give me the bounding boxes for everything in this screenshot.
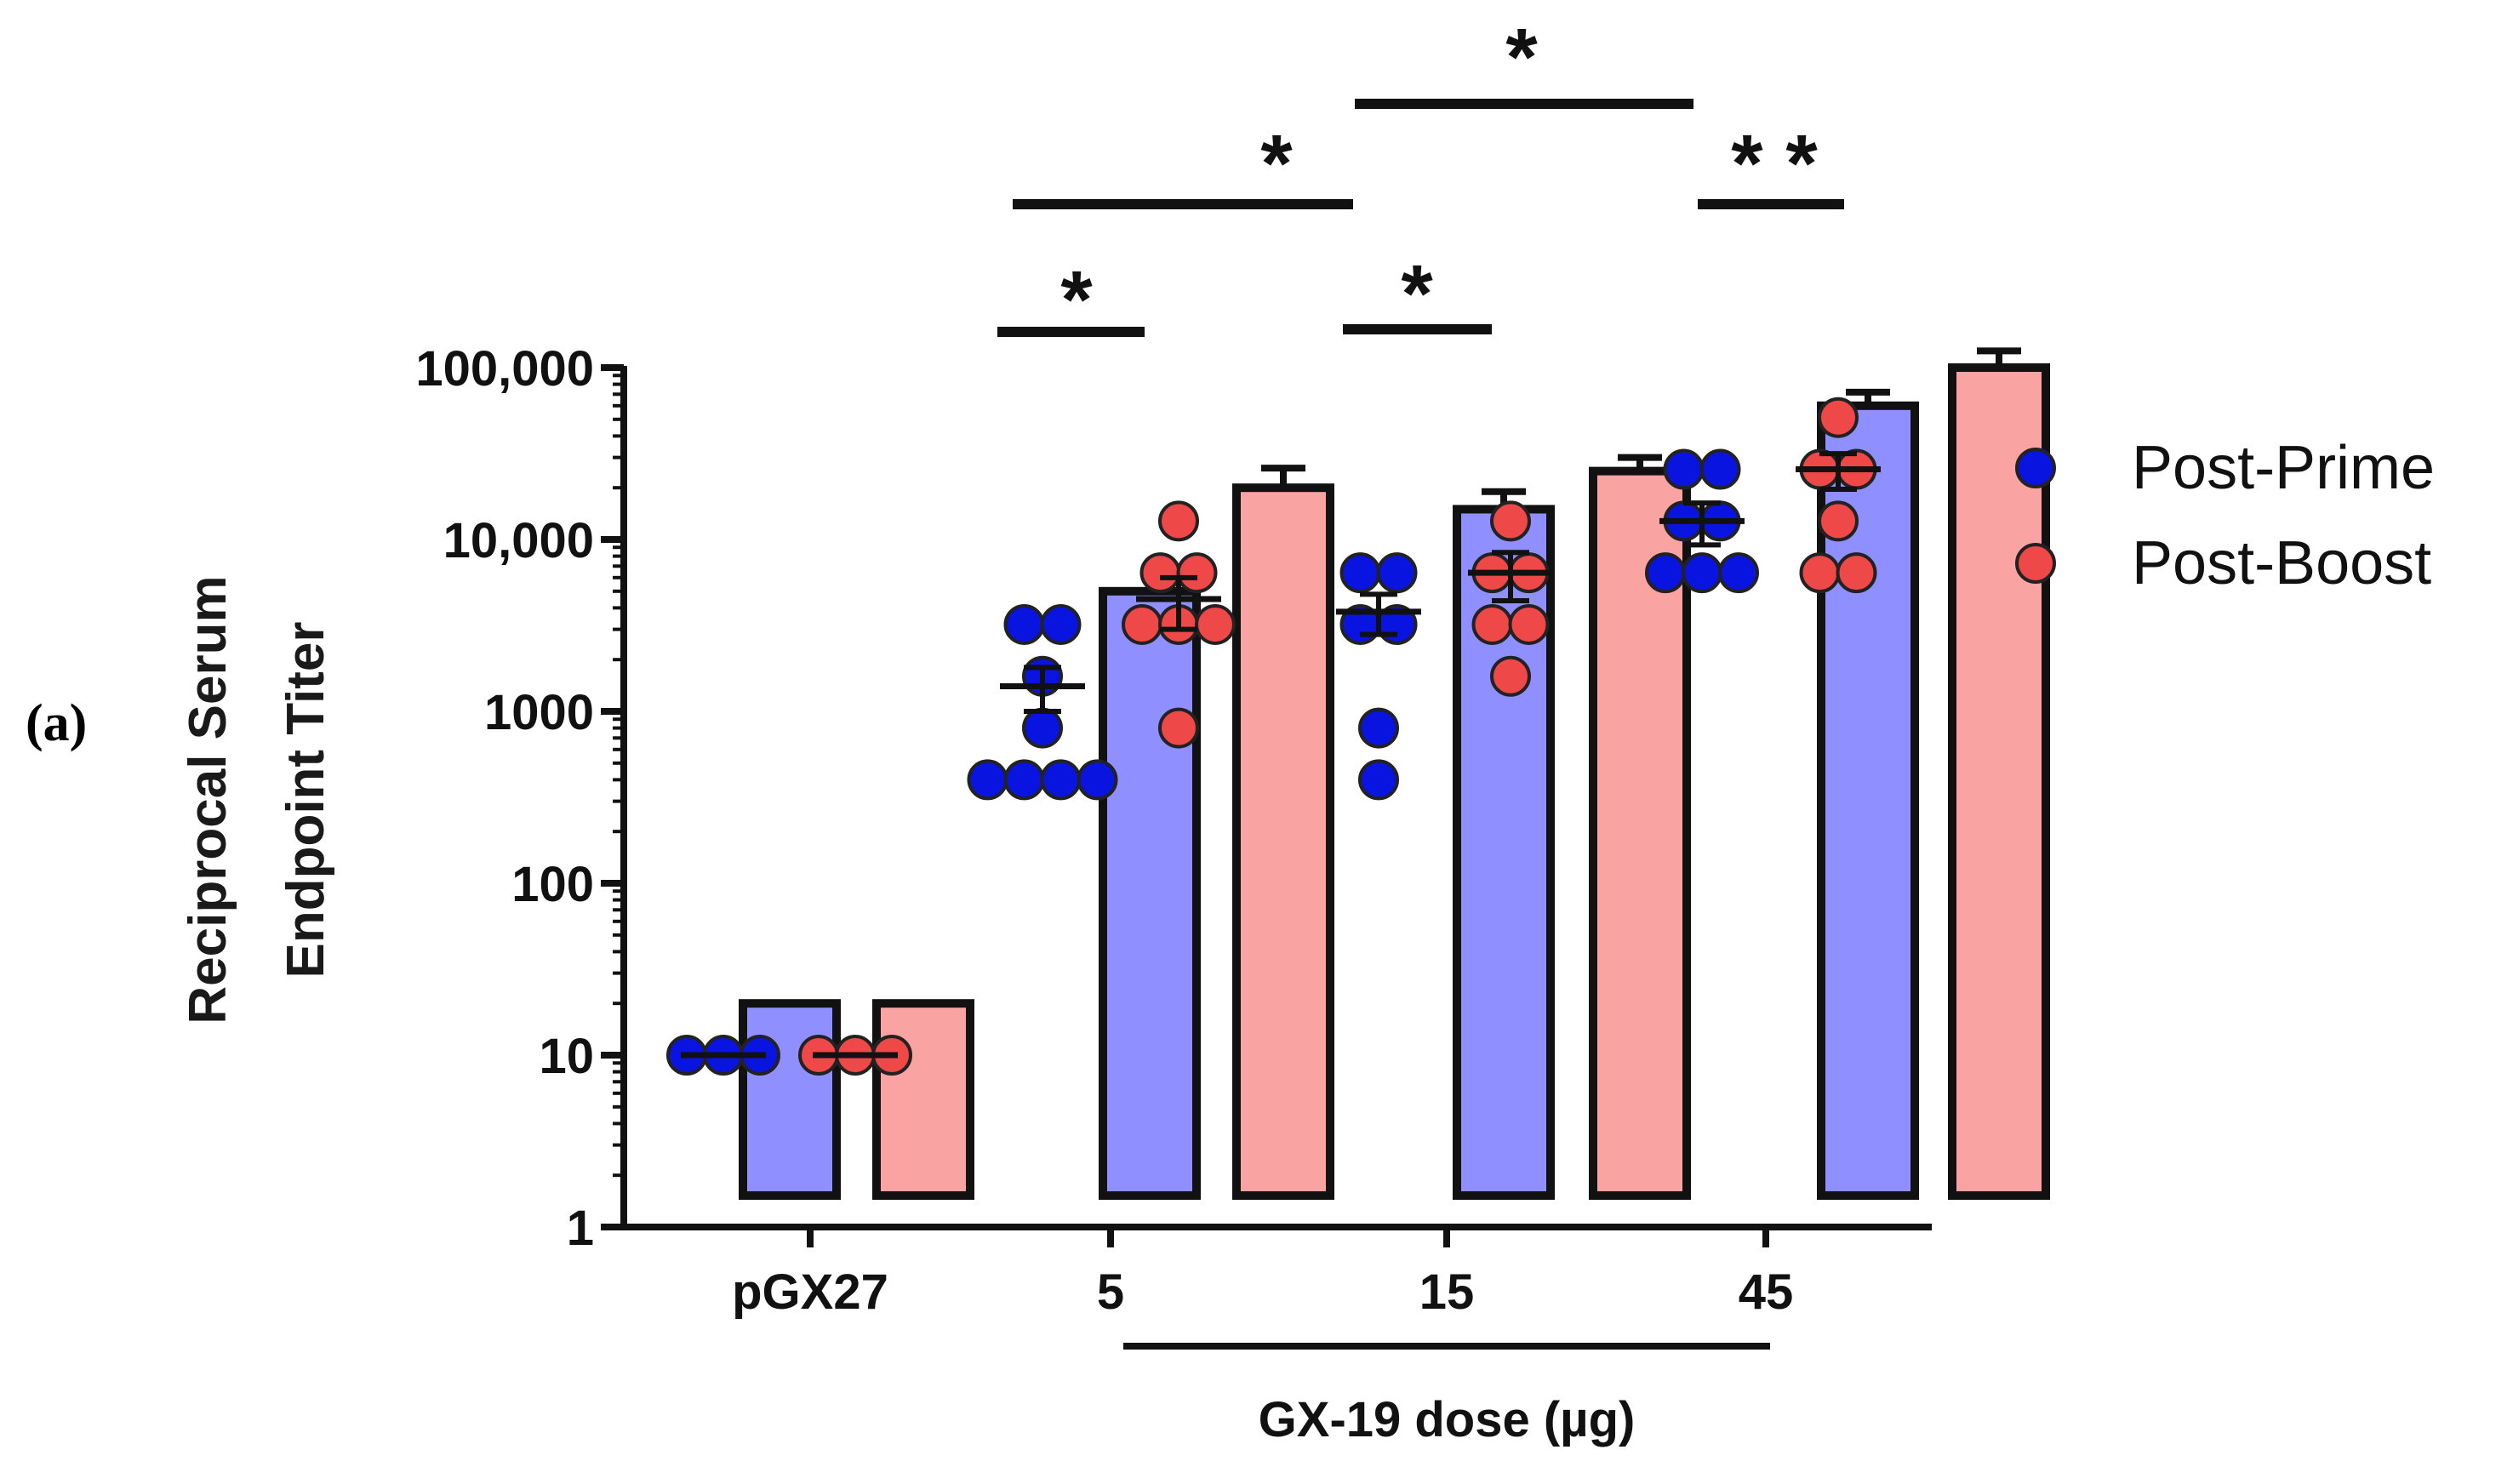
x-tick-label: 5 — [1097, 1264, 1124, 1320]
data-point — [1339, 552, 1381, 594]
data-point — [1176, 552, 1218, 594]
y-axis-label: Reciprocal Serum Endpoint Titer — [179, 575, 335, 1024]
data-point — [1682, 552, 1722, 594]
bar — [739, 999, 841, 1200]
data-point — [1799, 552, 1841, 594]
data-point — [1718, 552, 1759, 594]
x-ticks: pGX27 5 15 45 — [732, 1227, 1793, 1320]
x-tick-label: pGX27 — [732, 1264, 888, 1320]
data-point — [1490, 500, 1531, 542]
bar — [872, 999, 974, 1200]
data-point — [1022, 707, 1063, 749]
data-point — [1699, 448, 1741, 490]
y-tick-label: 10 — [539, 1029, 594, 1084]
data-point — [1508, 603, 1550, 645]
y-axis-label-line-1: Reciprocal Serum — [179, 575, 237, 1024]
data-point — [1490, 655, 1531, 697]
bar — [1232, 483, 1334, 1200]
data-point — [1818, 397, 1859, 438]
bar — [1099, 586, 1201, 1200]
significance-label: * — [1401, 248, 1433, 340]
data-point — [1836, 552, 1877, 594]
bars-layer — [739, 347, 2050, 1200]
y-ticks: 1 10 100 1000 10,000 100,000 — [415, 341, 624, 1256]
y-tick-label: 100,000 — [415, 341, 594, 397]
x-tick-label: 45 — [1739, 1264, 1794, 1320]
significance-label: * — [1260, 118, 1293, 209]
data-point — [1663, 448, 1705, 490]
legend-marker — [2015, 543, 2056, 584]
x-tick-label: 15 — [1419, 1264, 1475, 1320]
data-point — [967, 759, 1008, 801]
data-point — [1003, 759, 1045, 801]
legend-marker — [2015, 448, 2056, 488]
data-point — [1158, 707, 1199, 749]
data-point — [1122, 603, 1162, 645]
data-point — [1195, 603, 1236, 645]
data-point — [1003, 603, 1045, 645]
data-point — [1158, 500, 1199, 542]
y-tick-label: 10,000 — [443, 513, 594, 568]
significance-label: * * — [1731, 118, 1818, 209]
data-point — [1358, 759, 1399, 801]
data-point — [1077, 759, 1118, 801]
data-point — [1040, 759, 1082, 801]
significance-label: * — [1505, 12, 1538, 103]
data-point — [1645, 552, 1686, 594]
legend-label: Post-Prime — [2132, 434, 2435, 502]
significance-annotations: * * * * * * — [997, 12, 1844, 345]
y-axis-label-line-2: Endpoint Titer — [277, 621, 335, 978]
data-point — [1358, 707, 1399, 749]
y-tick-label: 1 — [567, 1201, 594, 1256]
significance-label: * — [1060, 254, 1093, 345]
data-point — [1818, 500, 1859, 542]
dose-group-label: GX-19 dose (µg) — [1259, 1392, 1636, 1447]
data-point — [1376, 552, 1418, 594]
data-point — [1040, 603, 1082, 645]
y-tick-label: 1000 — [484, 685, 594, 740]
bar — [1948, 363, 2050, 1200]
legend: Post-Prime Post-Boost — [2015, 434, 2435, 597]
data-point — [1139, 552, 1181, 594]
legend-label: Post-Boost — [2132, 529, 2431, 597]
data-point — [1471, 603, 1513, 645]
y-tick-label: 100 — [511, 857, 594, 912]
panel-label: (a) — [26, 694, 87, 752]
dots-layer — [666, 397, 1881, 1076]
